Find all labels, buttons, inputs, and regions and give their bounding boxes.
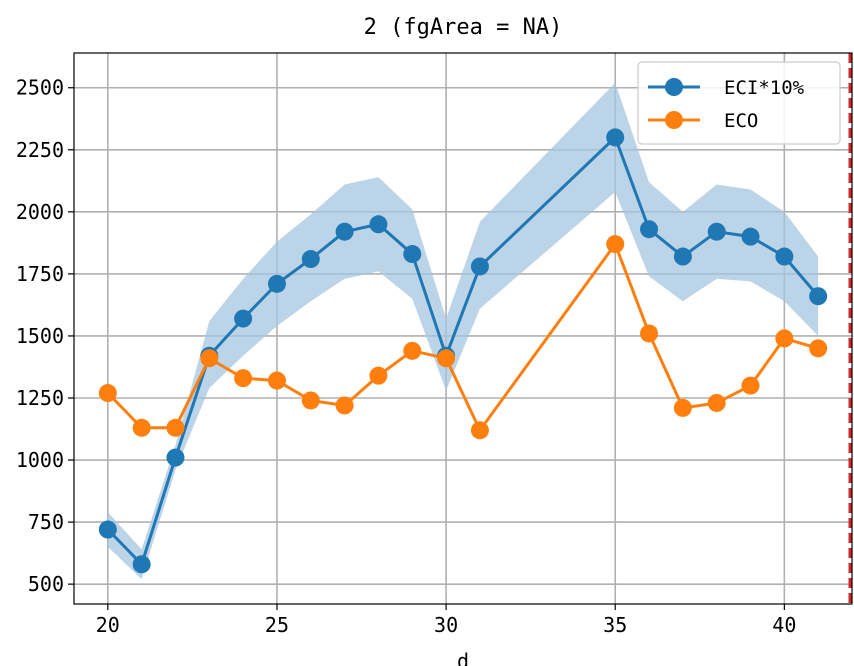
x-tick-label: 20 (96, 613, 120, 637)
legend-marker-1 (665, 111, 683, 129)
x-tick-label: 35 (603, 613, 627, 637)
data-point (267, 371, 286, 390)
data-point (166, 418, 185, 437)
data-point (335, 222, 354, 241)
data-point (809, 339, 828, 358)
data-point (234, 369, 253, 388)
y-tick-label: 1000 (16, 448, 64, 472)
legend-label-1: ECO (724, 110, 758, 132)
data-point (132, 418, 151, 437)
data-point (98, 520, 117, 539)
y-tick-label: 2500 (16, 76, 64, 100)
series-points (98, 128, 828, 574)
data-point (606, 128, 625, 147)
data-point (775, 247, 794, 266)
data-point (166, 448, 185, 467)
confidence-band-0 (107, 82, 819, 580)
data-point (640, 324, 659, 343)
data-point (775, 329, 794, 348)
data-point (267, 274, 286, 293)
y-tick-label: 2250 (16, 138, 64, 162)
data-point (132, 555, 151, 574)
x-tick-label: 25 (265, 613, 289, 637)
data-point (234, 309, 253, 328)
x-axis-label: d (457, 649, 469, 666)
x-tick-label: 30 (434, 613, 458, 637)
data-point (470, 257, 489, 276)
data-point (98, 384, 117, 403)
data-point (403, 245, 422, 264)
data-point (640, 220, 659, 239)
chart-title: 2 (fgArea = NA) (364, 15, 563, 40)
data-point (301, 391, 320, 410)
data-point (741, 376, 760, 395)
legend-marker-0 (665, 78, 683, 96)
data-point (200, 349, 219, 368)
data-point (369, 366, 388, 385)
data-point (741, 227, 760, 246)
legend-label-0: ECI*10% (724, 77, 805, 99)
axis-ticks: 20 25 30 35 40 500 750 1000 1250 1500 1750 2000 2250… (16, 76, 797, 637)
data-point (470, 421, 489, 440)
data-point (335, 396, 354, 415)
data-point (437, 349, 456, 368)
data-point (403, 341, 422, 360)
y-tick-label: 500 (28, 572, 64, 596)
data-point (673, 398, 692, 417)
data-point (606, 235, 625, 254)
x-tick-label: 40 (772, 613, 796, 637)
y-tick-label: 2000 (16, 200, 64, 224)
data-point (673, 247, 692, 266)
y-tick-label: 1250 (16, 386, 64, 410)
legend: ECI*10% ECO (637, 61, 841, 145)
y-tick-label: 1500 (16, 324, 64, 348)
data-point (809, 287, 828, 306)
data-point (369, 215, 388, 234)
data-point (707, 222, 726, 241)
data-point (301, 250, 320, 269)
data-point (707, 393, 726, 412)
y-tick-label: 1750 (16, 262, 64, 286)
plot-frame (73, 52, 853, 605)
y-tick-label: 750 (28, 510, 64, 534)
confidence-bands (107, 82, 819, 580)
legend-frame (637, 61, 841, 145)
